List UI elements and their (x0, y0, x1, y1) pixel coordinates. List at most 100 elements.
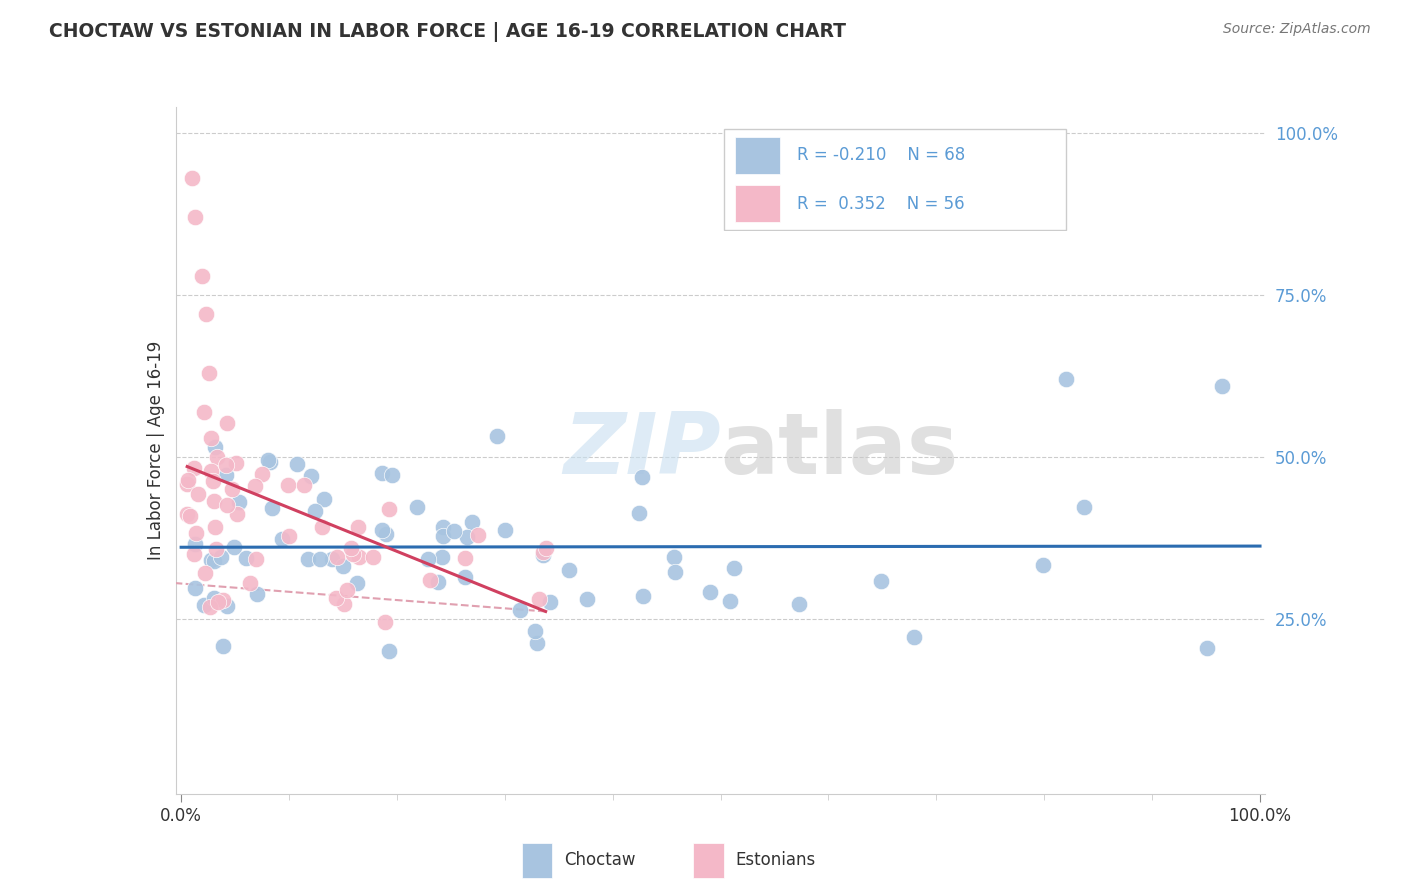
Point (325, 591, 347, 605)
Point (1073, 500, 1095, 514)
Bar (734, 136, 780, 174)
Point (527, 592, 550, 607)
Point (381, 467, 404, 482)
Point (494, 523, 516, 537)
Point (200, 430, 222, 444)
Point (187, 487, 209, 501)
Text: R = -0.210    N = 68: R = -0.210 N = 68 (797, 146, 966, 164)
Point (430, 550, 453, 565)
Point (526, 636, 548, 650)
Point (349, 550, 371, 565)
Point (217, 498, 239, 512)
Bar (734, 186, 780, 222)
Point (628, 506, 651, 520)
Point (299, 468, 322, 483)
Point (194, 566, 217, 580)
Point (193, 404, 215, 418)
Point (221, 482, 243, 496)
Point (416, 551, 439, 566)
Point (662, 549, 685, 564)
Point (176, 477, 198, 491)
Point (181, 171, 204, 186)
FancyBboxPatch shape (724, 128, 1066, 229)
Point (200, 464, 222, 478)
Point (205, 542, 228, 557)
Text: R =  0.352    N = 56: R = 0.352 N = 56 (797, 194, 965, 213)
Point (186, 526, 208, 541)
Text: CHOCTAW VS ESTONIAN IN LABOR FORCE | AGE 16-19 CORRELATION CHART: CHOCTAW VS ESTONIAN IN LABOR FORCE | AGE… (49, 22, 846, 42)
Point (198, 366, 221, 380)
Point (558, 563, 581, 577)
Point (285, 457, 308, 471)
Point (321, 552, 343, 566)
Point (226, 507, 249, 521)
Point (333, 597, 356, 611)
Point (523, 624, 546, 639)
Point (1054, 372, 1077, 386)
Point (259, 454, 281, 468)
Point (184, 581, 207, 595)
Point (456, 530, 478, 544)
Point (184, 537, 207, 551)
Point (235, 551, 257, 566)
Point (304, 504, 326, 518)
Point (190, 268, 212, 283)
Point (531, 549, 554, 563)
Point (239, 576, 262, 591)
Point (204, 440, 226, 454)
Text: Estonians: Estonians (735, 851, 815, 870)
Point (215, 458, 238, 473)
Point (486, 429, 509, 443)
Bar (693, 843, 724, 878)
Point (467, 528, 489, 542)
Point (297, 551, 319, 566)
Point (204, 519, 226, 533)
Point (371, 523, 394, 537)
Point (538, 594, 561, 608)
Point (198, 600, 221, 615)
Point (202, 591, 225, 606)
Point (312, 491, 335, 506)
Point (509, 603, 531, 617)
Point (215, 599, 238, 614)
Text: atlas: atlas (721, 409, 959, 492)
Point (212, 593, 235, 607)
Point (531, 545, 554, 559)
Point (718, 594, 741, 608)
Point (212, 639, 235, 653)
Point (193, 599, 215, 613)
Point (374, 615, 396, 629)
Point (207, 595, 229, 609)
Point (1197, 640, 1219, 655)
Point (183, 547, 205, 561)
Point (184, 210, 207, 224)
Point (1032, 558, 1054, 572)
Point (342, 547, 364, 561)
Point (336, 583, 359, 598)
Point (427, 575, 450, 590)
Point (224, 540, 246, 554)
Bar (522, 843, 553, 878)
Point (443, 524, 465, 538)
Text: ZIP: ZIP (562, 409, 721, 492)
Point (432, 519, 454, 533)
Point (419, 574, 441, 588)
Point (183, 460, 205, 475)
Point (194, 307, 217, 321)
Point (209, 550, 232, 565)
Point (204, 494, 226, 508)
Point (699, 585, 721, 599)
Point (277, 478, 299, 492)
Point (292, 478, 315, 492)
Point (176, 507, 198, 521)
Point (1211, 378, 1233, 392)
Point (326, 549, 349, 564)
Point (228, 494, 250, 508)
Point (179, 509, 201, 524)
Point (202, 475, 225, 489)
Point (214, 468, 236, 483)
Point (311, 520, 333, 534)
Text: Choctaw: Choctaw (564, 851, 636, 870)
Point (378, 502, 401, 516)
Point (371, 467, 394, 481)
